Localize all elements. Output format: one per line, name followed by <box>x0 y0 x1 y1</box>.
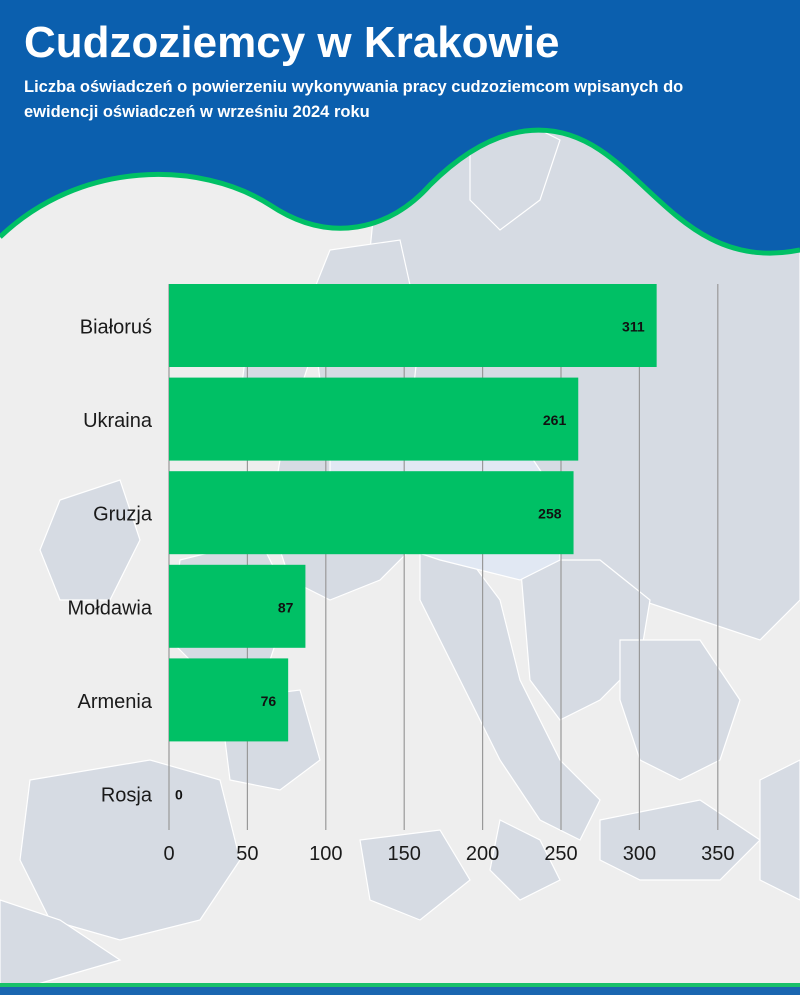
category-label: Ukraina <box>83 410 153 432</box>
x-tick-label: 150 <box>388 843 421 865</box>
category-label: Gruzja <box>93 504 153 526</box>
category-label: Armenia <box>78 691 153 713</box>
data-label: 261 <box>543 412 567 428</box>
x-tick-label: 100 <box>309 843 342 865</box>
category-label: Mołdawia <box>68 597 153 619</box>
bar <box>169 284 657 367</box>
x-tick-label: 200 <box>466 843 499 865</box>
page-subtitle: Liczba oświadczeń o powierzeniu wykonywa… <box>24 78 684 121</box>
x-tick-label: 350 <box>701 843 734 865</box>
data-label: 76 <box>261 693 277 709</box>
category-label: Rosja <box>101 785 153 807</box>
footer-bar <box>0 983 800 995</box>
category-label: Białoruś <box>80 317 152 339</box>
data-label: 0 <box>175 787 183 803</box>
page-title: Cudzoziemcy w Krakowie <box>24 18 560 67</box>
bar <box>169 564 306 648</box>
data-label: 87 <box>278 599 294 615</box>
data-label: 258 <box>538 506 562 522</box>
data-label: 311 <box>622 319 645 335</box>
bar <box>169 471 574 555</box>
bar <box>169 658 289 742</box>
bar <box>169 377 579 461</box>
x-tick-label: 250 <box>544 843 577 865</box>
header-banner <box>0 0 800 256</box>
x-tick-label: 0 <box>163 843 174 865</box>
x-tick-label: 50 <box>236 843 258 865</box>
x-tick-label: 300 <box>623 843 656 865</box>
